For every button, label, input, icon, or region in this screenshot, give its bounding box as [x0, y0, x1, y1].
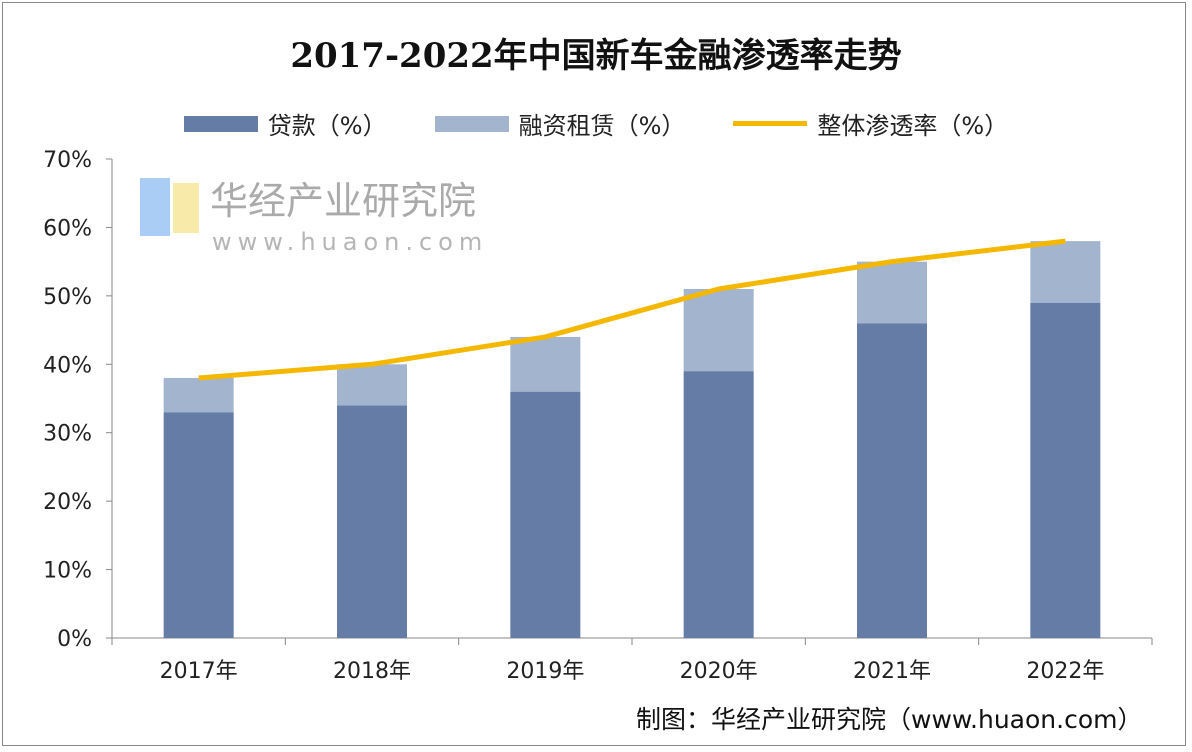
- bar-lease-2017年: [163, 377, 234, 413]
- watermark-url: www.huaon.com: [212, 228, 488, 256]
- y-tick-label: 20%: [43, 490, 92, 515]
- y-tick-label: 0%: [57, 627, 92, 652]
- bar-lease-2019年: [510, 336, 581, 392]
- bar-loan-2021年: [857, 323, 927, 638]
- bar-loan-2017年: [163, 412, 234, 638]
- legend-swatch-overall: [733, 121, 808, 126]
- bar-loan-2018年: [337, 405, 407, 638]
- legend-label: 融资租赁（%）: [518, 112, 686, 140]
- bar-loan-2022年: [1030, 302, 1101, 638]
- legend-item-lease: 融资租赁（%）: [434, 106, 686, 141]
- bar-lease-2022年: [1030, 241, 1101, 303]
- y-tick-label: 30%: [43, 422, 92, 447]
- legend-swatch-lease: [434, 115, 509, 132]
- bar-loan-2020年: [683, 371, 754, 638]
- watermark-logo-yellow: [173, 183, 199, 233]
- legend-label: 贷款（%）: [267, 112, 387, 140]
- bar-loan-2019年: [510, 391, 581, 638]
- line-overall-penetration: [198, 238, 1066, 381]
- watermark-text: 华经产业研究院: [210, 179, 476, 223]
- bar-lease-2020年: [683, 289, 754, 372]
- x-tick-label: 2017年: [160, 659, 238, 684]
- source-note: 制图：华经产业研究院（www.huaon.com）: [636, 705, 1143, 734]
- watermark-logo-blue: [140, 178, 170, 236]
- y-tick-label: 70%: [43, 148, 92, 173]
- legend-item-overall: 整体渗透率（%）: [733, 106, 1008, 141]
- y-tick-label: 60%: [43, 216, 92, 241]
- bar-lease-2018年: [337, 364, 407, 406]
- y-tick-label: 50%: [43, 285, 92, 310]
- x-tick-label: 2019年: [506, 659, 584, 684]
- y-tick-label: 40%: [43, 353, 92, 378]
- x-tick-label: 2021年: [853, 659, 931, 684]
- legend-item-loan: 贷款（%）: [183, 106, 387, 141]
- bar-lease-2021年: [857, 261, 927, 324]
- legend-swatch-loan: [183, 115, 258, 132]
- legend: 贷款（%） 融资租赁（%） 整体渗透率（%）: [0, 106, 1192, 141]
- legend-label: 整体渗透率（%）: [817, 112, 1009, 140]
- x-tick-label: 2018年: [333, 659, 411, 684]
- x-tick-label: 2022年: [1026, 659, 1104, 684]
- chart-title: 2017-2022年中国新车金融渗透率走势: [290, 36, 902, 76]
- y-tick-label: 10%: [43, 559, 92, 584]
- x-tick-label: 2020年: [680, 659, 758, 684]
